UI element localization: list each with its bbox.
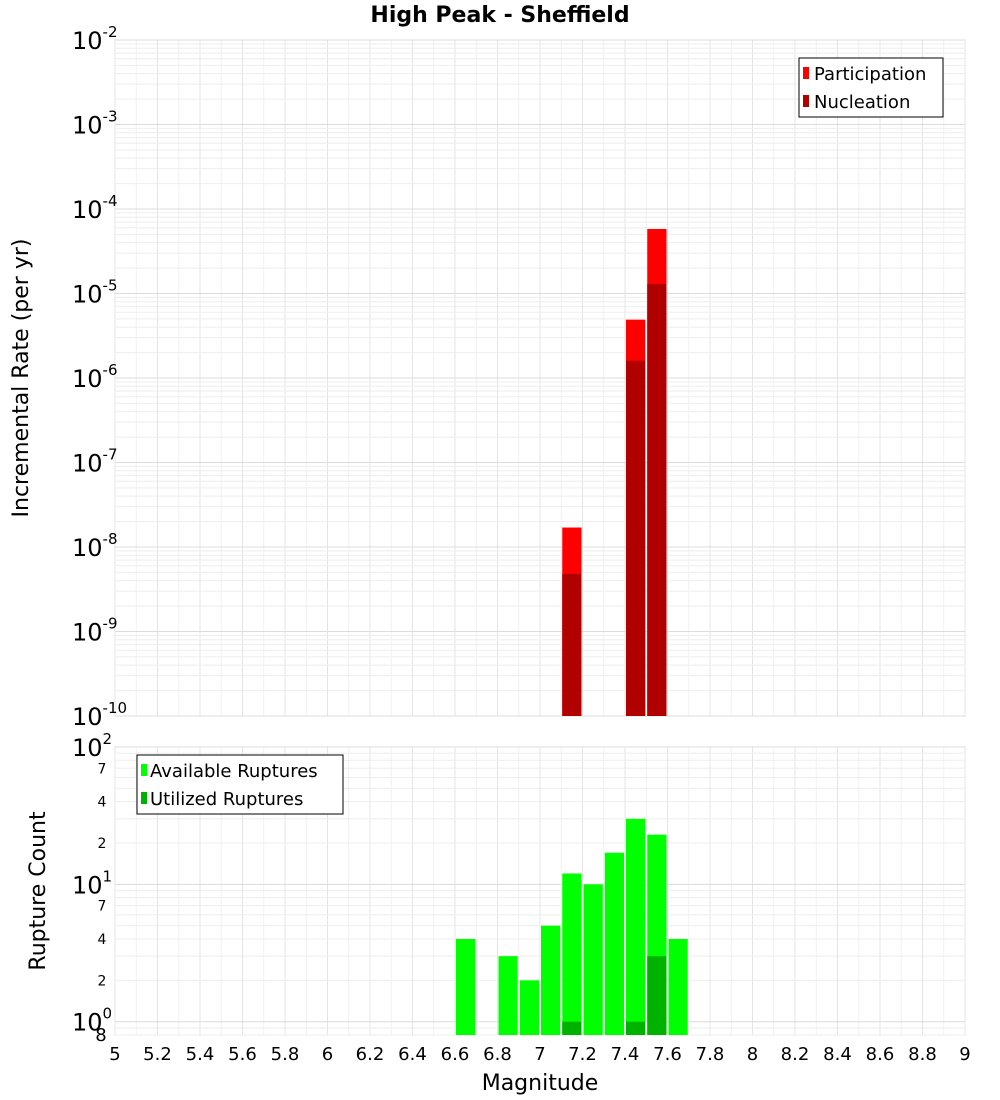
count-y-minor-tick-label: 4 <box>98 795 107 811</box>
rate-y-tick-label: 10-2 <box>72 23 118 55</box>
x-axis-label: Magnitude <box>482 1071 599 1096</box>
count-y-axis-label: Rupture Count <box>26 811 51 971</box>
x-tick-label: 8.8 <box>908 1044 937 1065</box>
x-tick-label: 6 <box>322 1044 333 1065</box>
available-legend-label: Available Ruptures <box>150 761 318 782</box>
rate-y-tick-label: 10-9 <box>72 615 118 647</box>
x-tick-label: 8.2 <box>781 1044 810 1065</box>
available-ruptures-bar <box>541 925 561 1035</box>
nucleation-bar <box>626 360 646 716</box>
x-tick-label: 6.2 <box>356 1044 385 1065</box>
nucleation-bar <box>647 283 667 716</box>
count-legend: Available Ruptures Utilized Ruptures <box>136 754 344 815</box>
count-y-minor-tick-label: 8 <box>95 1025 106 1046</box>
available-ruptures-bar <box>456 939 476 1035</box>
available-ruptures-bar <box>498 956 518 1035</box>
rate-y-tick-label: 10-10 <box>72 699 127 731</box>
count-y-minor-tick-label: 2 <box>98 836 107 852</box>
utilized-ruptures-bar <box>626 1021 646 1035</box>
utilized-ruptures-bar <box>647 956 667 1035</box>
rate-y-ticks: 10-2 10-3 10-4 10-5 10-6 10-7 10-8 10-9 10-10 <box>72 23 127 731</box>
rate-y-tick-label: 10-7 <box>72 446 118 478</box>
nucleation-bar <box>562 573 582 716</box>
available-ruptures-bar <box>562 873 582 1035</box>
available-ruptures-bar <box>668 939 688 1035</box>
x-tick-label: 5.8 <box>271 1044 300 1065</box>
x-tick-label: 8 <box>747 1044 758 1065</box>
count-y-minor-tick-label: 7 <box>98 899 107 915</box>
available-ruptures-bar <box>604 852 624 1035</box>
count-legend-box <box>136 754 344 815</box>
x-tick-label: 6.8 <box>483 1044 512 1065</box>
count-panel: 102 101 100 7 4 2 7 4 2 8 5 5.2 5.4 5.6 5.8 6 6.2 6.4 6.6… <box>26 730 971 1096</box>
x-tick-label: 5 <box>109 1044 120 1065</box>
rate-grid <box>114 39 966 717</box>
x-tick-label: 5.2 <box>143 1044 172 1065</box>
rate-y-tick-label: 10-3 <box>72 108 118 140</box>
utilized-legend-swatch <box>141 792 147 804</box>
x-tick-label: 5.4 <box>186 1044 215 1065</box>
chart-title: High Peak - Sheffield <box>370 3 629 28</box>
count-y-minor-tick-label: 4 <box>98 932 107 948</box>
rate-y-tick-label: 10-6 <box>72 361 118 393</box>
rate-legend-box <box>798 57 944 118</box>
count-bars <box>456 818 688 1035</box>
x-tick-label: 6.4 <box>398 1044 427 1065</box>
count-y-tick-label: 100 <box>72 1005 112 1037</box>
count-y-ticks: 102 101 100 7 4 2 7 4 2 8 <box>72 730 112 1046</box>
available-ruptures-bar <box>519 980 539 1035</box>
x-tick-label: 8.6 <box>866 1044 895 1065</box>
x-tick-label: 6.6 <box>441 1044 470 1065</box>
participation-legend-label: Participation <box>814 64 926 85</box>
count-y-tick-label: 101 <box>72 867 112 899</box>
nucleation-legend-swatch <box>803 95 809 107</box>
count-y-tick-label: 102 <box>72 730 112 762</box>
count-y-minor-tick-label: 2 <box>98 973 107 989</box>
utilized-legend-label: Utilized Ruptures <box>150 789 303 810</box>
x-tick-label: 5.6 <box>228 1044 257 1065</box>
x-tick-label: 7.4 <box>611 1044 640 1065</box>
available-ruptures-bar <box>583 884 603 1035</box>
available-ruptures-bar <box>626 818 646 1035</box>
nucleation-legend-label: Nucleation <box>814 92 910 113</box>
rate-y-tick-label: 10-8 <box>72 530 118 562</box>
rate-y-axis-label: Incremental Rate (per yr) <box>9 239 34 518</box>
x-tick-label: 7.2 <box>568 1044 597 1065</box>
rate-y-tick-label: 10-4 <box>72 192 118 224</box>
x-tick-label: 9 <box>959 1044 970 1065</box>
rate-y-tick-label: 10-5 <box>72 277 118 309</box>
rate-legend: Participation Nucleation <box>798 57 944 118</box>
x-tick-label: 8.4 <box>823 1044 852 1065</box>
rate-bars <box>562 228 667 716</box>
count-y-minor-tick-label: 7 <box>98 761 107 777</box>
x-tick-label: 7.8 <box>696 1044 725 1065</box>
participation-legend-swatch <box>803 67 809 79</box>
available-legend-swatch <box>141 764 147 776</box>
utilized-ruptures-bar <box>562 1021 582 1035</box>
x-tick-label: 7.6 <box>653 1044 682 1065</box>
rate-panel: 10-2 10-3 10-4 10-5 10-6 10-7 10-8 10-9 10-10 In… <box>9 23 966 731</box>
x-ticks: 5 5.2 5.4 5.6 5.8 6 6.2 6.4 6.6 6.8 7 7.2 7.4 7.6 7.8 8… <box>109 1044 970 1065</box>
x-tick-label: 7 <box>534 1044 545 1065</box>
